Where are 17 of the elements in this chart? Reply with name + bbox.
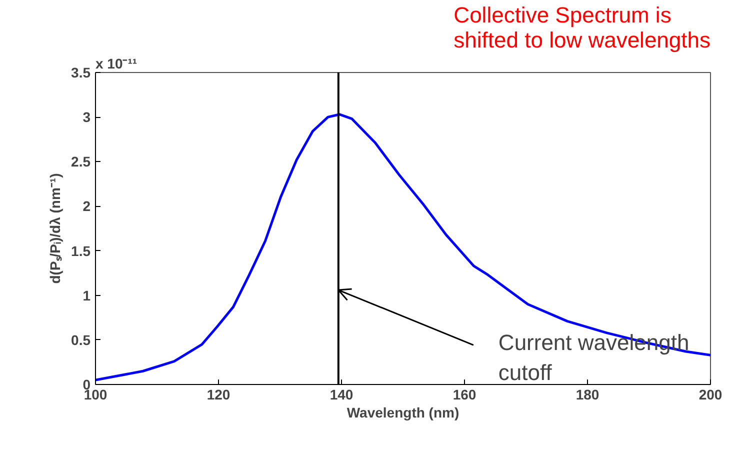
text: x 10⁻¹¹ — [96, 56, 138, 72]
x-tick-label: 180 — [576, 386, 600, 402]
x-tick-label: 140 — [330, 386, 354, 402]
y-tick-label: 2 — [82, 198, 91, 214]
y-axis-title: d(Pₛ/Pᵢ)/dλ (nm⁻¹) — [47, 173, 64, 284]
y-tick-label: 1.5 — [71, 242, 91, 259]
x-axis-title: Wavelength (nm) — [346, 404, 460, 420]
y-tick-label: 0.5 — [71, 332, 91, 348]
y-tick-label: 3.5 — [71, 64, 91, 80]
text: Collective Spectrum is shifted to low wavelengths — [454, 2, 711, 52]
y-tick-label: 1 — [82, 287, 91, 304]
y-tick-label: 3 — [82, 109, 91, 126]
x-tick-label: 120 — [206, 386, 230, 402]
x-tick-label: 160 — [452, 386, 476, 402]
x-tick-label: 200 — [698, 386, 722, 402]
line-series — [96, 113, 710, 382]
y-tick-label: 2.5 — [71, 154, 91, 170]
